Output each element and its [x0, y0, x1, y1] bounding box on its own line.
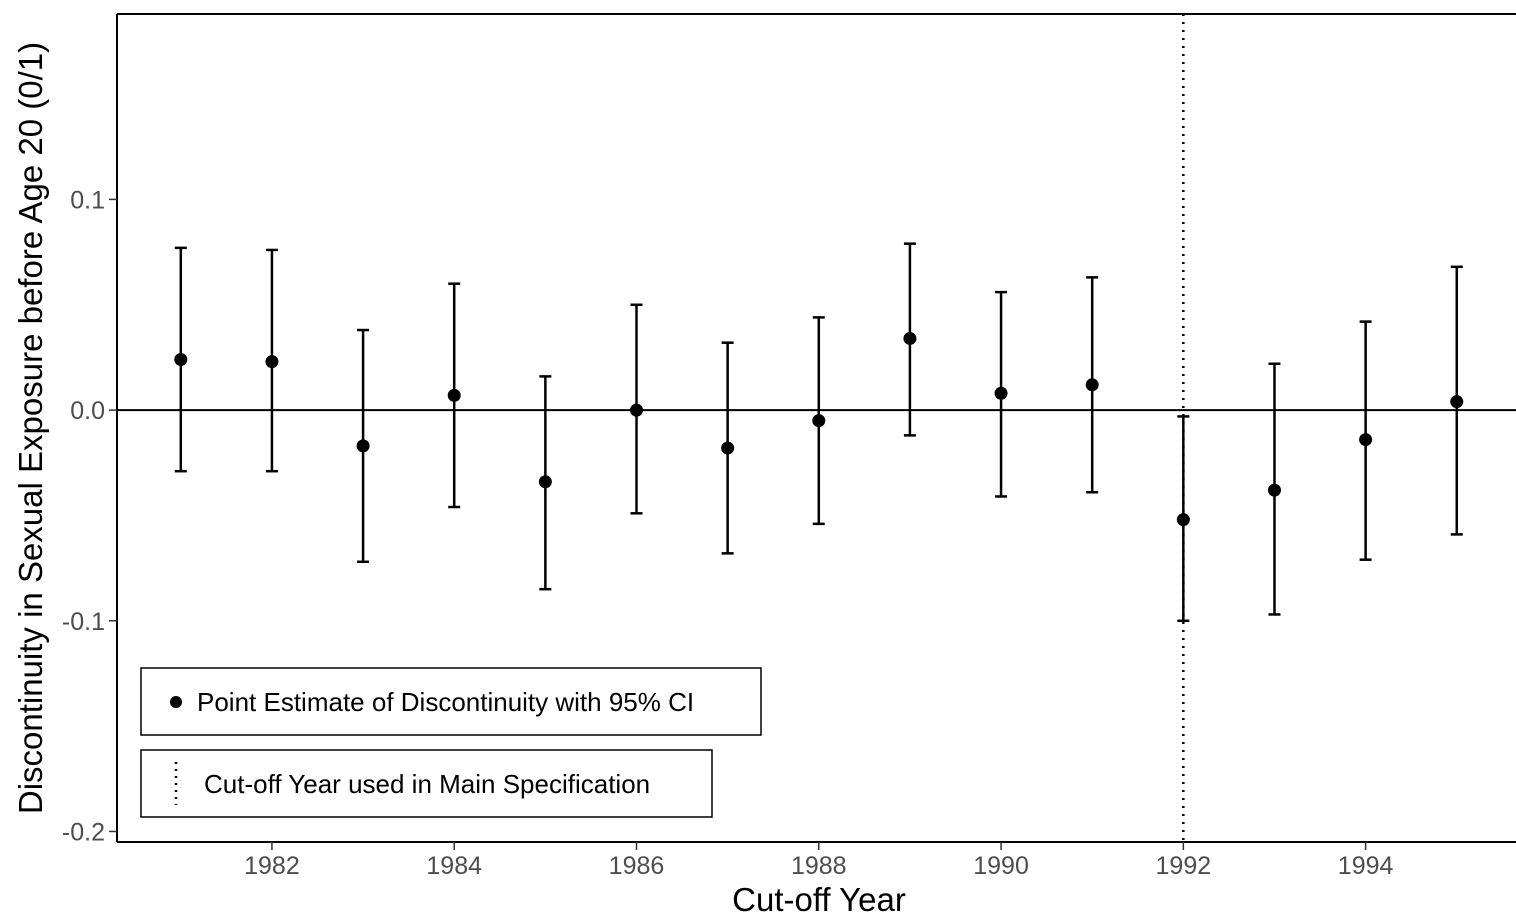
estimate-1990	[994, 290, 1008, 498]
legend-box-point-estimate	[140, 667, 762, 736]
estimate-1981	[174, 246, 188, 473]
point-estimate	[629, 403, 643, 417]
legend-point-marker	[170, 696, 182, 708]
point-estimate	[1450, 395, 1464, 409]
point-estimate	[903, 331, 917, 345]
point-estimate	[812, 414, 826, 428]
point-estimate	[1085, 378, 1099, 392]
x-tick-label: 1990	[973, 852, 1029, 880]
legend-box-cutoff-year	[140, 749, 713, 818]
estimate-1988	[812, 316, 826, 526]
point-estimate	[721, 441, 735, 455]
x-tick-label: 1984	[426, 852, 482, 880]
point-estimate	[994, 386, 1008, 400]
y-tick-label: 0.1	[70, 186, 105, 214]
y-tick-label: -0.2	[62, 818, 105, 846]
x-tick-label: 1992	[1156, 852, 1212, 880]
x-axis-title: Cut-off Year	[732, 881, 906, 916]
point-estimate	[447, 388, 461, 402]
estimate-1984	[447, 282, 461, 509]
x-tick-label: 1982	[244, 852, 300, 880]
estimate-1986	[629, 303, 643, 515]
estimate-1991	[1085, 276, 1099, 494]
y-tick-label: -0.1	[62, 608, 105, 636]
plot-marks	[117, 14, 1516, 842]
point-estimate	[1176, 513, 1190, 527]
estimate-1985	[538, 375, 552, 591]
x-tick-label: 1986	[609, 852, 665, 880]
axes: 1982 1984 1986 1988 1990 1992 1994 0.1 0.0 -0.1 -0…	[62, 13, 1516, 880]
estimate-1989	[903, 242, 917, 437]
estimate-1987	[721, 341, 735, 555]
estimate-1983	[356, 328, 370, 564]
point-estimate	[265, 355, 279, 369]
point-estimate	[538, 475, 552, 489]
estimate-1995	[1450, 265, 1464, 536]
y-axis-title: Discontinuity in Sexual Exposure before …	[12, 42, 49, 814]
point-estimate	[1267, 483, 1281, 497]
x-tick-label: 1994	[1338, 852, 1394, 880]
point-estimate	[174, 353, 188, 367]
legend-label-cutoff-year: Cut-off Year used in Main Specification	[204, 769, 650, 799]
point-estimate	[1359, 433, 1373, 447]
legend: Point Estimate of Discontinuity with 95%…	[140, 667, 762, 818]
estimate-1982	[265, 248, 279, 473]
estimate-1994	[1359, 320, 1373, 561]
x-tick-label: 1988	[791, 852, 847, 880]
estimate-1993	[1267, 362, 1281, 616]
legend-label-point-estimate: Point Estimate of Discontinuity with 95%…	[197, 687, 694, 717]
point-estimate	[356, 439, 370, 453]
y-tick-label: 0.0	[70, 397, 105, 425]
estimate-1992	[1176, 415, 1190, 623]
